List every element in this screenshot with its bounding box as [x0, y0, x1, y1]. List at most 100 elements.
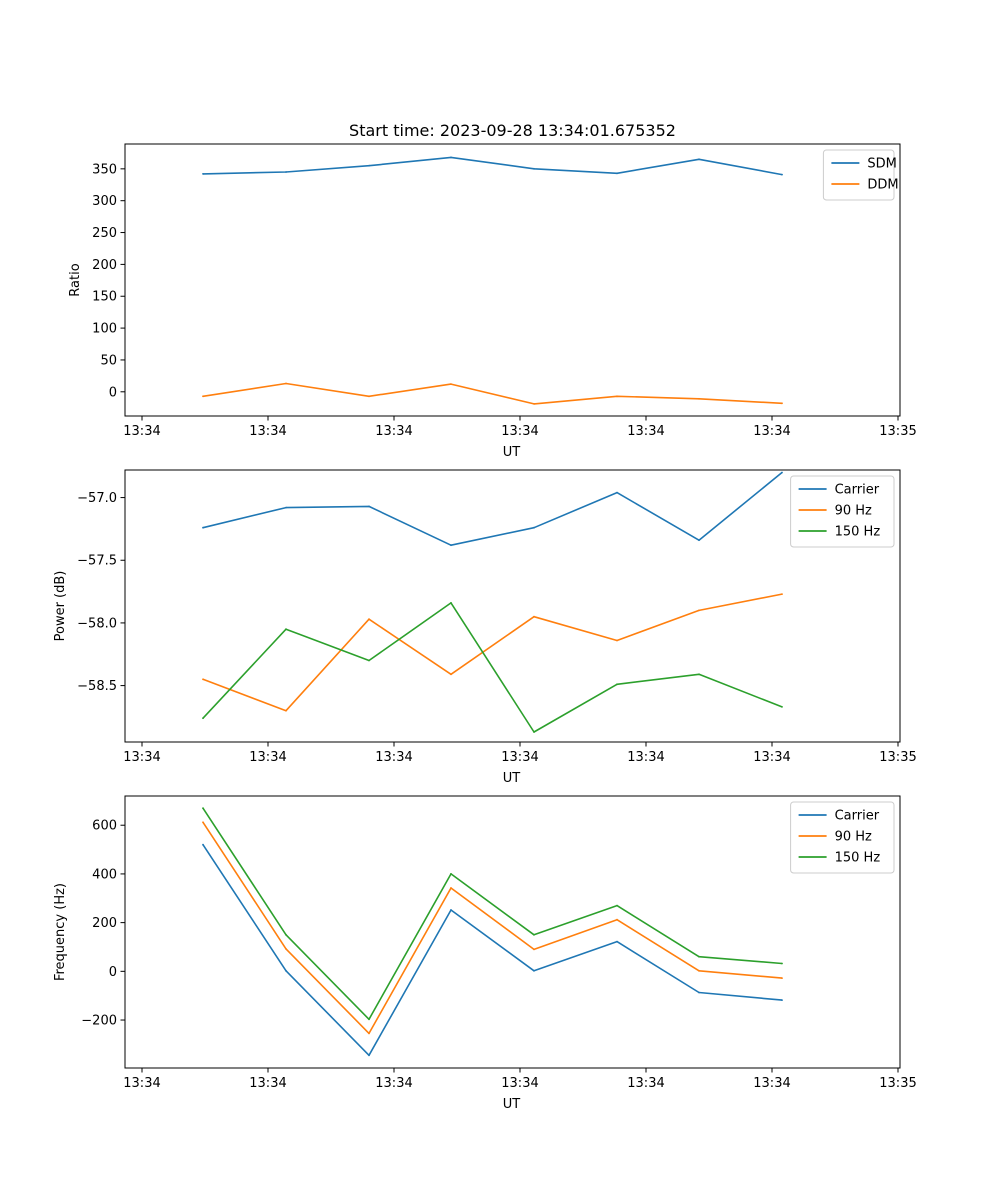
- y-axis-label: Power (dB): [53, 571, 68, 642]
- series-line-carrier: [202, 844, 783, 1057]
- axes-frame: [124, 469, 901, 743]
- y-tick-label: 150: [92, 290, 117, 305]
- x-tick-label: 13:34: [123, 1076, 160, 1091]
- data-point: [368, 1032, 370, 1035]
- y-tick-label: −58.5: [77, 679, 117, 694]
- data-point: [285, 506, 287, 509]
- data-point: [285, 933, 287, 936]
- legend-label: 150 Hz: [835, 851, 881, 866]
- series-line-ddm: [202, 382, 783, 405]
- y-tick-label: 100: [92, 322, 117, 337]
- x-tick-label: 13:34: [753, 1076, 790, 1091]
- legend-label: Carrier: [835, 809, 880, 824]
- data-point: [202, 843, 204, 846]
- legend-label: 150 Hz: [835, 525, 881, 540]
- y-tick-label: −57.5: [77, 554, 117, 569]
- data-point: [285, 948, 287, 950]
- data-point: [616, 904, 618, 907]
- data-point: [698, 609, 700, 612]
- data-point: [698, 158, 700, 161]
- data-point: [533, 167, 535, 170]
- data-point: [285, 171, 287, 173]
- data-point: [202, 526, 204, 529]
- x-tick-label: 13:34: [627, 1076, 664, 1091]
- data-point: [781, 471, 783, 474]
- data-point: [616, 395, 618, 398]
- data-point: [698, 673, 700, 676]
- data-point: [450, 156, 452, 159]
- data-point: [781, 173, 783, 176]
- x-tick-label: 13:34: [375, 750, 412, 765]
- y-tick-label: 600: [92, 819, 117, 834]
- chart-panel-1: 13:34 13:34 13:34 13:34 13:34 13:34 13:35 0 50 10…: [68, 121, 917, 460]
- x-tick-label: 13:34: [627, 750, 664, 765]
- legend-label: SDM: [867, 157, 896, 172]
- chart-panel-3: 13:34 13:34 13:34 13:34 13:34 13:34 13:35 −200 0…: [53, 795, 917, 1112]
- data-point: [202, 395, 204, 398]
- legend: Carrier 90 Hz 150 Hz: [790, 475, 895, 548]
- y-tick-label: −200: [81, 1014, 117, 1029]
- chart-title: Start time: 2023-09-28 13:34:01.675352: [349, 121, 676, 140]
- x-tick-label: 13:35: [879, 750, 916, 765]
- x-tick-label: 13:34: [249, 750, 286, 765]
- y-tick-label: 350: [92, 162, 117, 177]
- data-point: [533, 948, 535, 951]
- x-tick-label: 13:34: [375, 424, 412, 439]
- x-axis-label: UT: [503, 1097, 521, 1112]
- axes-frame: [124, 795, 901, 1069]
- legend: SDM DDM: [822, 149, 899, 201]
- data-point: [450, 887, 452, 889]
- data-point: [781, 706, 783, 708]
- y-tick-label: −57.0: [77, 491, 117, 506]
- data-point: [533, 526, 535, 529]
- x-tick-label: 13:35: [879, 1076, 916, 1091]
- legend-label: 90 Hz: [835, 504, 872, 519]
- y-tick-label: 250: [92, 226, 117, 241]
- data-point: [781, 593, 783, 595]
- data-point: [368, 164, 370, 167]
- y-tick-label: 200: [92, 916, 117, 931]
- data-point: [285, 709, 287, 712]
- data-point: [450, 602, 452, 604]
- x-tick-label: 13:34: [627, 424, 664, 439]
- data-point: [450, 544, 452, 547]
- series-line-150-hz: [202, 602, 783, 733]
- legend-label: 90 Hz: [835, 830, 872, 845]
- data-point: [202, 678, 204, 681]
- data-point: [202, 807, 204, 810]
- data-point: [368, 395, 370, 398]
- data-point: [450, 909, 452, 911]
- data-point: [285, 382, 287, 385]
- x-tick-label: 13:34: [375, 1076, 412, 1091]
- data-point: [616, 639, 618, 642]
- y-tick-label: 300: [92, 194, 117, 209]
- chart-panel-2: 13:34 13:34 13:34 13:34 13:34 13:34 13:35 −58.5…: [53, 469, 917, 786]
- data-point: [450, 873, 452, 875]
- legend-box: [790, 801, 895, 874]
- data-point: [533, 933, 535, 936]
- legend-box: [790, 475, 895, 548]
- data-point: [368, 505, 370, 508]
- y-tick-label: −58.0: [77, 616, 117, 631]
- y-tick-label: 0: [109, 385, 117, 400]
- legend-label: Carrier: [835, 483, 880, 498]
- x-tick-label: 13:34: [753, 750, 790, 765]
- x-tick-label: 13:34: [753, 424, 790, 439]
- x-tick-label: 13:34: [249, 424, 286, 439]
- series-line-carrier: [202, 471, 783, 547]
- data-point: [202, 717, 204, 720]
- data-point: [533, 969, 535, 972]
- data-point: [450, 673, 452, 676]
- x-tick-label: 13:34: [501, 750, 538, 765]
- data-point: [285, 969, 287, 972]
- data-point: [698, 539, 700, 542]
- x-axis-label: UT: [503, 445, 521, 460]
- data-point: [285, 628, 287, 631]
- y-axis-label: Ratio: [68, 263, 83, 296]
- data-point: [698, 397, 700, 400]
- data-point: [202, 821, 204, 824]
- data-point: [781, 977, 783, 979]
- axes-frame: [124, 143, 901, 417]
- x-tick-label: 13:35: [879, 424, 916, 439]
